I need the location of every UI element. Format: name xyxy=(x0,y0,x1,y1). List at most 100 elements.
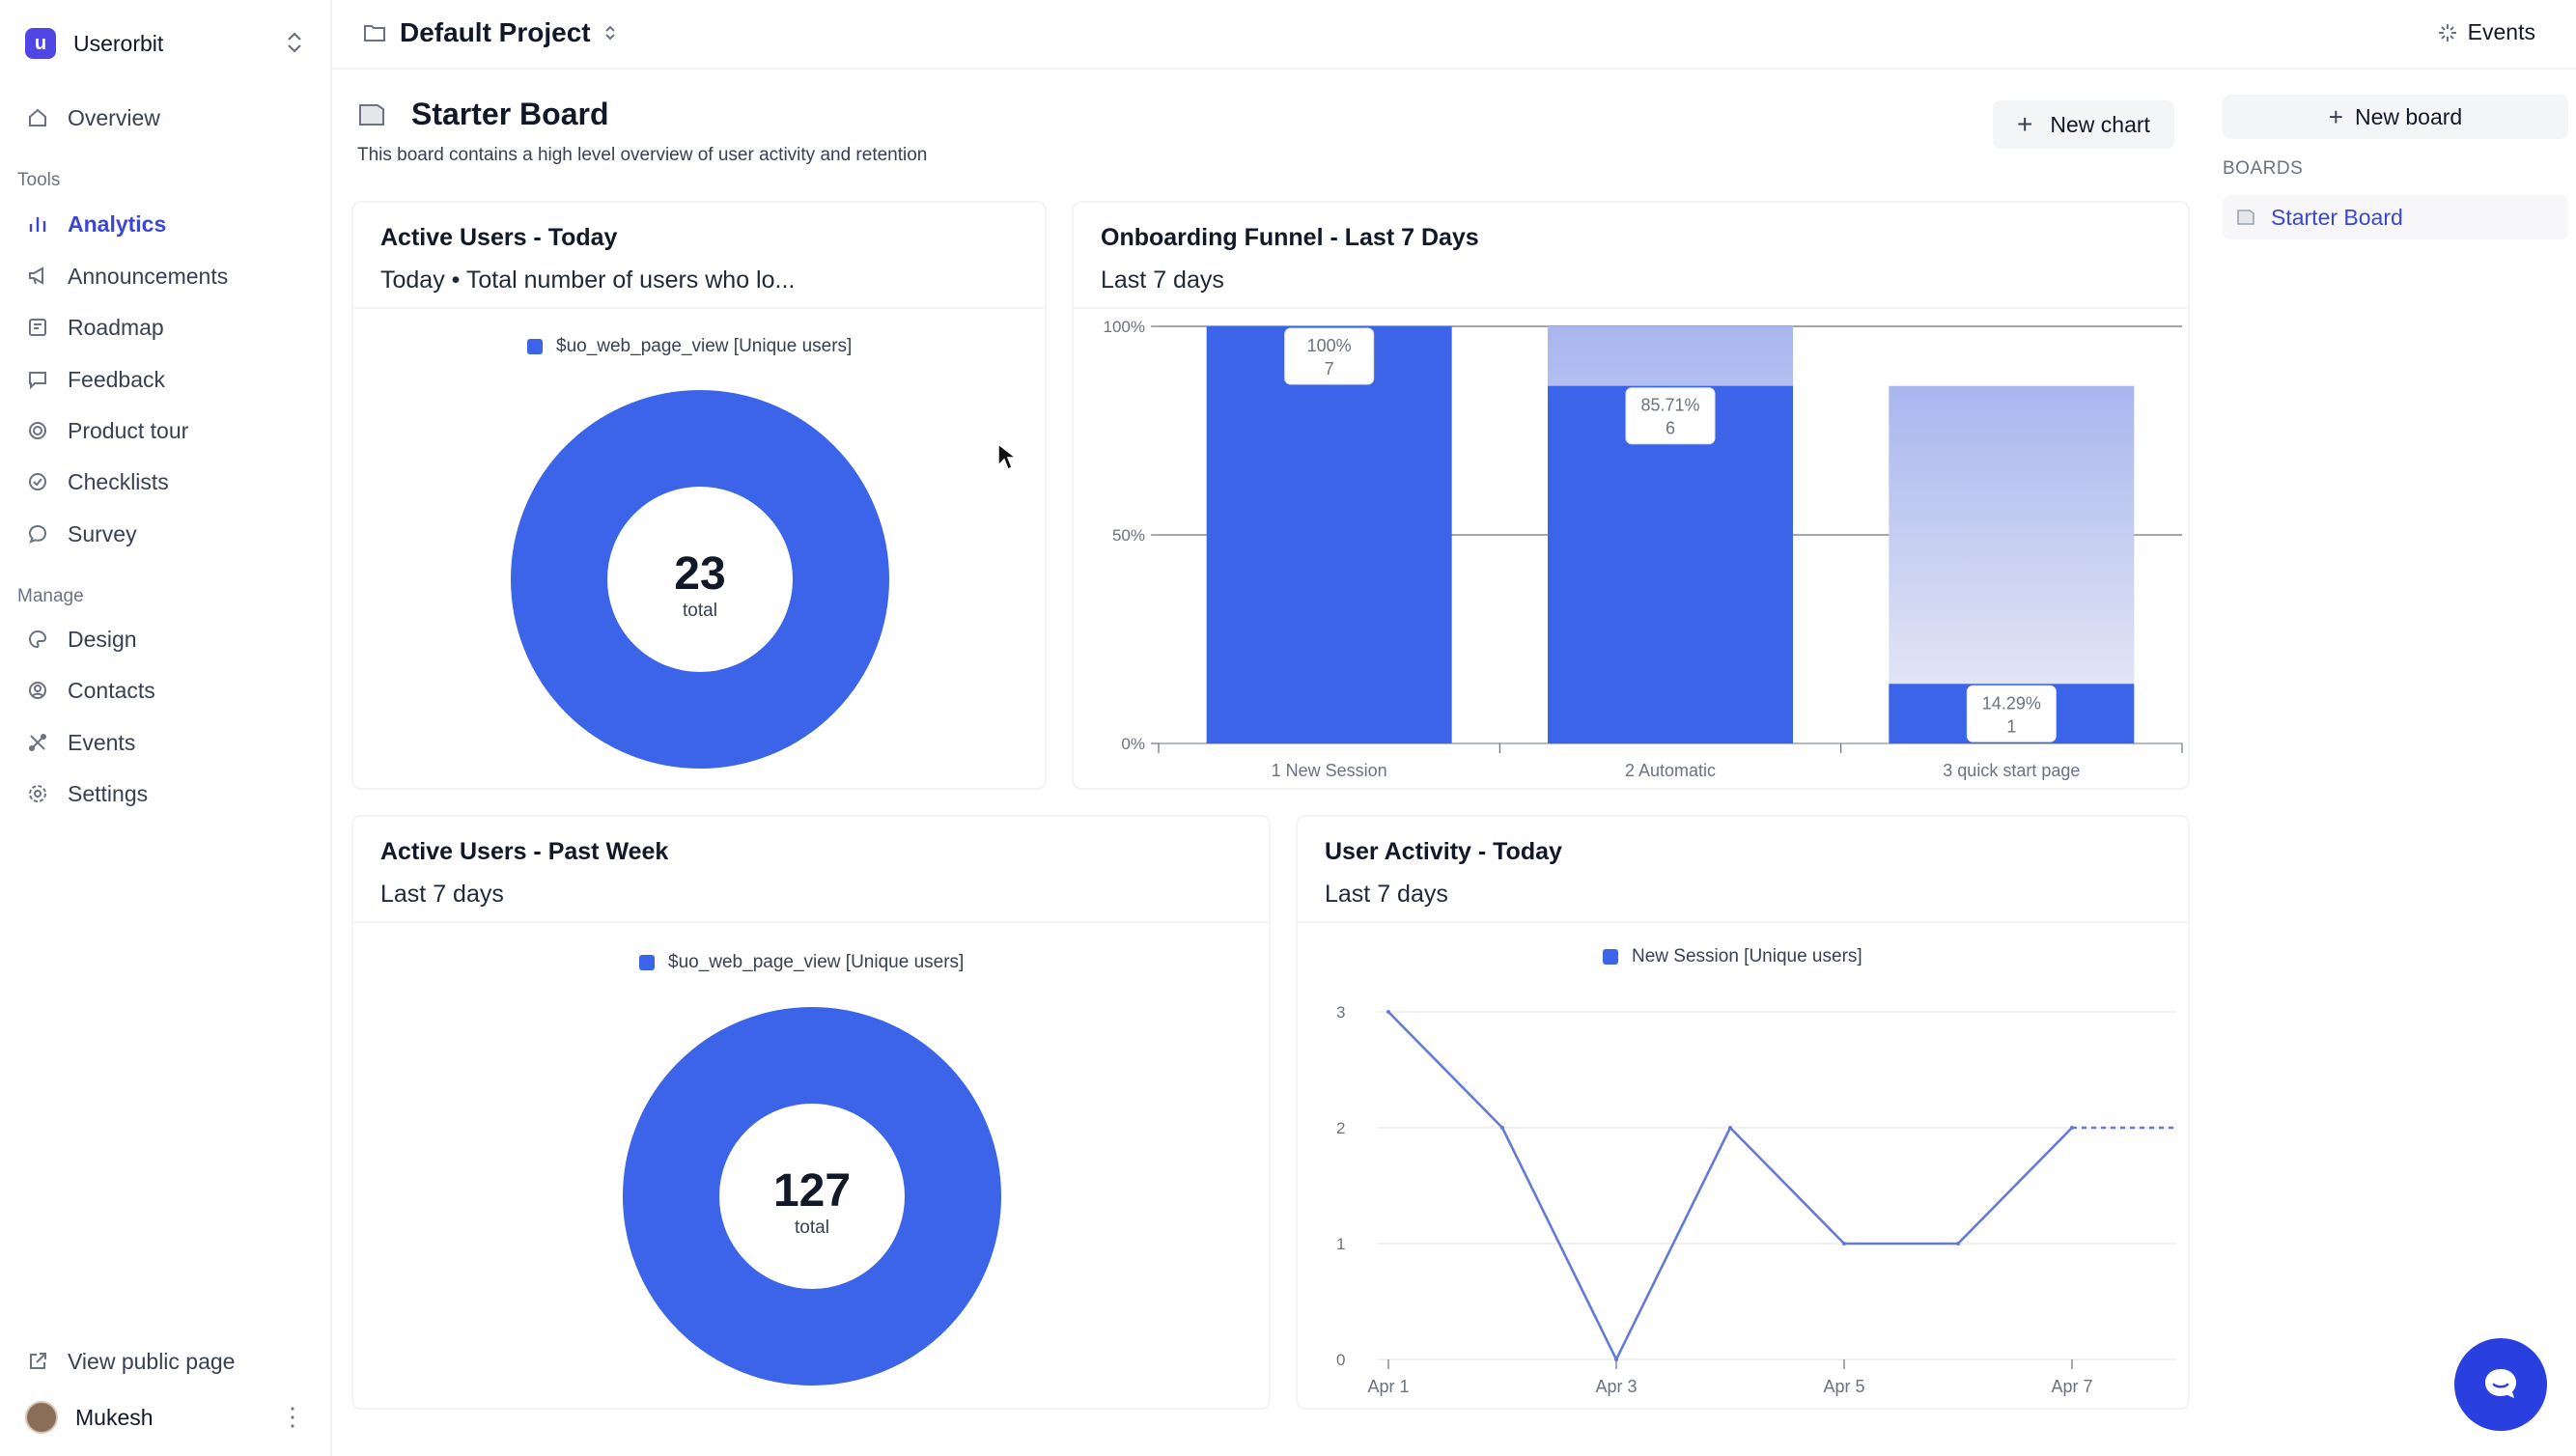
onboarding-funnel-card[interactable]: Onboarding Funnel - Last 7 Days Last 7 d… xyxy=(1072,201,2190,790)
card-subtitle: Last 7 days xyxy=(1101,266,1224,294)
message-square-icon xyxy=(25,367,50,392)
data-label-box xyxy=(1625,387,1716,445)
data-point xyxy=(1728,1126,1732,1130)
data-label-percent: 100% xyxy=(1307,336,1352,355)
sidebar-item-design[interactable]: Design xyxy=(25,617,305,661)
data-point xyxy=(2070,1126,2074,1130)
legend-swatch xyxy=(1603,949,1618,965)
data-point xyxy=(1956,1242,1960,1246)
card-divider xyxy=(1074,307,2188,309)
new-board-button[interactable]: + New board xyxy=(2223,95,2568,139)
card-divider xyxy=(353,307,1045,309)
y-tick-label: 3 xyxy=(1336,1003,1345,1022)
tools-section-label: Tools xyxy=(17,170,61,190)
data-label-percent: 14.29% xyxy=(1982,693,2041,713)
mouse-cursor-icon xyxy=(997,442,1018,471)
sidebar-item-product-tour[interactable]: Product tour xyxy=(25,408,305,453)
view-public-page-link[interactable]: View public page xyxy=(25,1339,305,1384)
donut-slice xyxy=(623,1007,1001,1386)
bar-chart-icon xyxy=(25,211,50,237)
chat-icon xyxy=(2485,1369,2516,1398)
card-title: Active Users - Today xyxy=(380,224,618,251)
sidebar-item-label: Overview xyxy=(68,104,160,130)
data-label-box xyxy=(1966,685,2057,742)
sidebar-item-label: Feedback xyxy=(68,366,166,392)
board-description: This board contains a high level overvie… xyxy=(357,145,928,165)
x-tick-label: Apr 7 xyxy=(2051,1377,2092,1396)
x-tick-label: Apr 3 xyxy=(1595,1377,1637,1396)
board-icon xyxy=(359,103,384,126)
project-title: Default Project xyxy=(400,17,591,47)
sidebar-item-label: Survey xyxy=(68,520,137,546)
y-tick-label: 2 xyxy=(1336,1119,1345,1137)
sidebar-item-analytics[interactable]: Analytics xyxy=(25,202,305,246)
donut-chart: 23 total xyxy=(511,390,889,769)
y-tick-label: 0 xyxy=(1336,1351,1345,1369)
sidebar-item-settings[interactable]: Settings xyxy=(25,771,305,816)
external-link-icon xyxy=(25,1349,50,1374)
x-tick-label: Apr 1 xyxy=(1367,1377,1409,1396)
project-switcher[interactable]: Default Project xyxy=(363,17,618,48)
contacts-icon xyxy=(25,678,50,703)
events-label: Events xyxy=(2467,19,2535,44)
support-chat-button[interactable] xyxy=(2454,1338,2547,1431)
events-icon xyxy=(25,730,50,755)
sidebar-item-label: Analytics xyxy=(68,210,167,237)
donut-total-label: total xyxy=(795,1218,829,1238)
sidebar: u Userorbit Overview Tools Analytics Ann… xyxy=(0,0,332,1456)
legend-label: $uo_web_page_view [Unique users] xyxy=(668,952,965,972)
line-chart: 0 1 2 3 Apr 1 Apr 3 Apr 5 Apr 7 xyxy=(1336,1003,2176,1396)
sidebar-item-checklists[interactable]: Checklists xyxy=(25,460,305,504)
x-tick-label: Apr 5 xyxy=(1823,1377,1864,1396)
sparkle-icon xyxy=(2438,23,2456,42)
workspace-logo-icon: u xyxy=(25,28,56,59)
card-subtitle: Today • Total number of users who lo... xyxy=(380,266,796,294)
legend-label: New Session [Unique users] xyxy=(1632,946,1862,966)
sidebar-item-roadmap[interactable]: Roadmap xyxy=(25,305,305,350)
board-list-item-label: Starter Board xyxy=(2271,204,2403,230)
data-label-count: 6 xyxy=(1666,419,1675,438)
funnel-bar xyxy=(1206,326,1452,743)
home-icon xyxy=(25,105,50,130)
palette-icon xyxy=(25,627,50,652)
data-point xyxy=(1500,1126,1504,1130)
sidebar-item-overview[interactable]: Overview xyxy=(25,96,305,140)
chart-legend: $uo_web_page_view [Unique users] xyxy=(639,952,964,973)
plus-icon: + xyxy=(2017,109,2033,139)
user-activity-card[interactable]: User Activity - Today Last 7 days New Se… xyxy=(1296,815,2190,1410)
manage-section-label: Manage xyxy=(17,586,84,606)
legend-swatch xyxy=(639,955,655,970)
sidebar-item-events[interactable]: Events xyxy=(25,720,305,765)
new-chart-button[interactable]: + New chart xyxy=(1993,100,2174,149)
sidebar-item-label: Product tour xyxy=(68,417,189,443)
sidebar-item-survey[interactable]: Survey xyxy=(25,512,305,556)
sidebar-item-feedback[interactable]: Feedback xyxy=(25,357,305,402)
x-tick-label: 3 quick start page xyxy=(1943,761,2080,780)
workspace-switcher[interactable]: u Userorbit xyxy=(25,17,305,70)
topbar: Default Project Events xyxy=(332,0,2576,70)
sidebar-item-label: Settings xyxy=(68,780,149,806)
events-button[interactable]: Events xyxy=(2437,19,2535,45)
donut-total: 127 xyxy=(773,1165,851,1217)
sidebar-item-contacts[interactable]: Contacts xyxy=(25,668,305,713)
more-vertical-icon[interactable]: ⋮ xyxy=(280,1402,305,1431)
sidebar-item-announcements[interactable]: Announcements xyxy=(25,254,305,298)
donut-total-label: total xyxy=(683,601,717,621)
sidebar-item-label: Checklists xyxy=(68,468,169,494)
chat-bubble-icon xyxy=(25,521,50,546)
data-label-count: 7 xyxy=(1325,359,1334,378)
active-users-week-card[interactable]: Active Users - Past Week Last 7 days $uo… xyxy=(351,815,1271,1410)
y-tick-label: 0% xyxy=(1121,735,1145,753)
sidebar-item-label: Events xyxy=(68,729,136,755)
user-menu[interactable]: Mukesh ⋮ xyxy=(25,1396,305,1439)
card-title: Onboarding Funnel - Last 7 Days xyxy=(1101,224,1479,251)
sidebar-item-label: Contacts xyxy=(68,677,155,703)
funnel-bar xyxy=(1548,385,1793,743)
boards-section-label: BOARDS xyxy=(2223,158,2304,179)
active-users-today-card[interactable]: Active Users - Today Today • Total numbe… xyxy=(351,201,1047,790)
funnel-bar-chart: 0% 50% 100% 100% 7 1 New Session 85.71% 6 2 Auto… xyxy=(1104,318,2183,780)
board-list-item[interactable]: Starter Board xyxy=(2223,195,2568,239)
chevron-up-down-icon xyxy=(604,25,615,41)
x-tick-label: 2 Automatic xyxy=(1625,761,1716,780)
data-label-percent: 85.71% xyxy=(1640,396,1699,415)
